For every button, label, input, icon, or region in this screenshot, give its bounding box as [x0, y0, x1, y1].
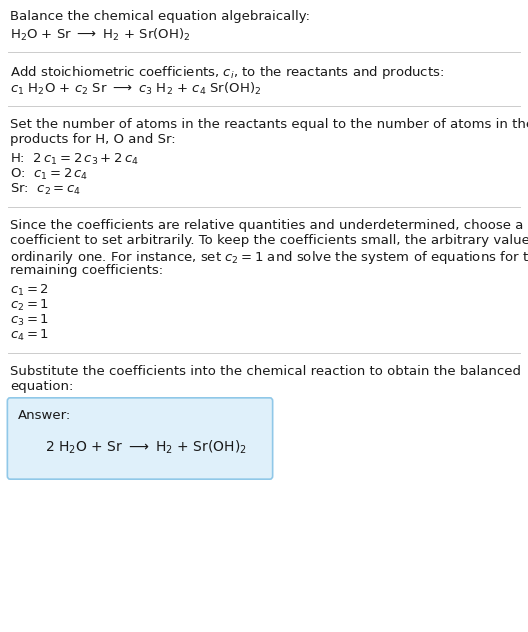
Text: Answer:: Answer:: [18, 409, 71, 422]
Text: O:  $c_1 = 2\,c_4$: O: $c_1 = 2\,c_4$: [10, 167, 88, 182]
Text: Since the coefficients are relative quantities and underdetermined, choose a: Since the coefficients are relative quan…: [10, 219, 523, 232]
Text: Balance the chemical equation algebraically:: Balance the chemical equation algebraica…: [10, 10, 310, 23]
Text: $c_3 = 1$: $c_3 = 1$: [10, 313, 49, 328]
Text: $c_1$ H$_2$O + $c_2$ Sr $\longrightarrow$ $c_3$ H$_2$ + $c_4$ Sr(OH)$_2$: $c_1$ H$_2$O + $c_2$ Sr $\longrightarrow…: [10, 81, 261, 97]
Text: $c_1 = 2$: $c_1 = 2$: [10, 283, 49, 298]
Text: $2$ H$_2$O + Sr $\longrightarrow$ H$_2$ + Sr(OH)$_2$: $2$ H$_2$O + Sr $\longrightarrow$ H$_2$ …: [45, 439, 247, 456]
Text: $c_2 = 1$: $c_2 = 1$: [10, 298, 49, 313]
Text: remaining coefficients:: remaining coefficients:: [10, 264, 163, 277]
Text: H:  $2\,c_1 = 2\,c_3 + 2\,c_4$: H: $2\,c_1 = 2\,c_3 + 2\,c_4$: [10, 152, 139, 167]
Text: $c_4 = 1$: $c_4 = 1$: [10, 328, 49, 343]
Text: Set the number of atoms in the reactants equal to the number of atoms in the: Set the number of atoms in the reactants…: [10, 118, 528, 131]
Text: coefficient to set arbitrarily. To keep the coefficients small, the arbitrary va: coefficient to set arbitrarily. To keep …: [10, 234, 528, 247]
Text: H$_2$O + Sr $\longrightarrow$ H$_2$ + Sr(OH)$_2$: H$_2$O + Sr $\longrightarrow$ H$_2$ + Sr…: [10, 27, 190, 43]
Text: Add stoichiometric coefficients, $c_i$, to the reactants and products:: Add stoichiometric coefficients, $c_i$, …: [10, 64, 444, 81]
Text: Sr:  $c_2 = c_4$: Sr: $c_2 = c_4$: [10, 182, 81, 197]
Text: products for H, O and Sr:: products for H, O and Sr:: [10, 133, 176, 146]
Text: Substitute the coefficients into the chemical reaction to obtain the balanced: Substitute the coefficients into the che…: [10, 365, 521, 378]
Text: ordinarily one. For instance, set $c_2 = 1$ and solve the system of equations fo: ordinarily one. For instance, set $c_2 =…: [10, 249, 528, 266]
FancyBboxPatch shape: [7, 398, 272, 479]
Text: equation:: equation:: [10, 380, 73, 393]
